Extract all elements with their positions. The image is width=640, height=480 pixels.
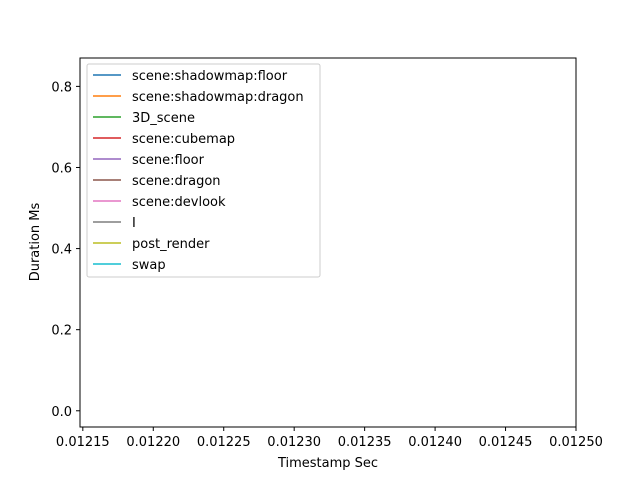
x-axis: 0.01215 0.01220 0.01225 0.01230 0.01235 0.012… — [56, 427, 603, 450]
x-tick-label: 0.01235 — [338, 435, 392, 450]
axes-frame — [79, 57, 577, 428]
legend-label: I — [132, 216, 136, 231]
x-tick-label: 0.01220 — [126, 435, 180, 450]
y-tick-label: 0.2 — [51, 324, 72, 339]
legend-label: scene:cubemap — [132, 132, 235, 147]
x-tick-label: 0.01230 — [267, 435, 321, 450]
y-axis-label: Duration Ms — [28, 202, 43, 281]
legend-label: scene:floor — [132, 153, 205, 168]
y-tick-label: 0.8 — [51, 80, 72, 95]
legend-label: scene:shadowmap:dragon — [132, 90, 304, 105]
legend: scene:shadowmap:floor scene:shadowmap:dra… — [86, 63, 321, 278]
legend-label: swap — [132, 258, 166, 273]
y-tick-label: 0.0 — [51, 405, 72, 420]
legend-label: scene:devlook — [132, 195, 226, 210]
legend-label: post_render — [132, 237, 210, 252]
legend-box — [86, 63, 321, 278]
x-tick-label: 0.01245 — [479, 435, 533, 450]
y-tick-label: 0.4 — [51, 243, 72, 258]
x-tick-label: 0.01250 — [549, 435, 603, 450]
legend-label: scene:dragon — [132, 174, 221, 189]
legend-label: scene:shadowmap:floor — [132, 69, 288, 84]
x-tick-label: 0.01225 — [197, 435, 251, 450]
legend-label: 3D_scene — [132, 111, 195, 126]
y-axis: 0.0 0.2 0.4 0.6 0.8 — [51, 80, 80, 420]
x-tick-label: 0.01240 — [408, 435, 462, 450]
x-axis-label: Timestamp Sec — [277, 456, 378, 471]
x-tick-label: 0.01215 — [56, 435, 110, 450]
y-tick-label: 0.6 — [51, 161, 72, 176]
